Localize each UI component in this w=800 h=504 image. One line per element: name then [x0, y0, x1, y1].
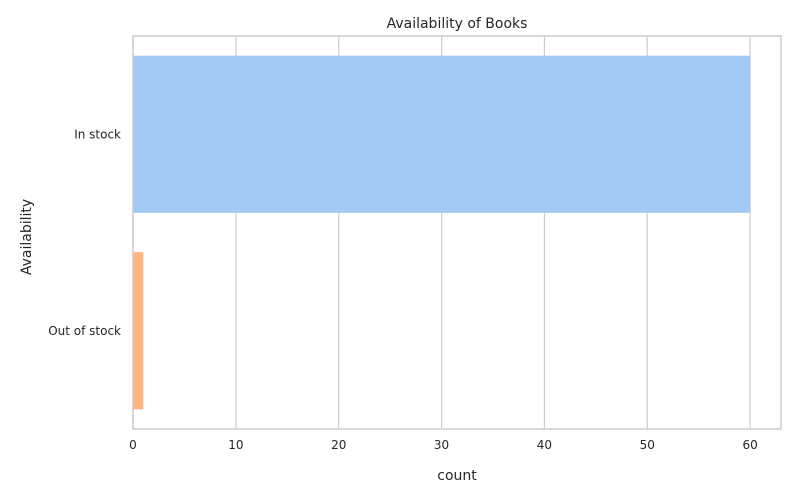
bars [133, 55, 751, 410]
y-tick-labels: In stock Out of stock [48, 127, 121, 338]
y-tick-label: Out of stock [48, 324, 121, 338]
x-axis-label: count [437, 468, 477, 484]
plot-border [132, 35, 782, 430]
x-tick-label: 10 [228, 438, 243, 452]
x-tick-label: 60 [743, 438, 758, 452]
x-tick-label: 0 [129, 438, 137, 452]
bar-in-stock [133, 55, 751, 213]
plot-frame [132, 35, 782, 430]
x-tick-label: 30 [434, 438, 449, 452]
x-tick-label: 40 [537, 438, 552, 452]
x-tick-labels: 0 10 20 30 40 50 60 [129, 438, 758, 452]
chart-title: Availability of Books [387, 16, 528, 32]
y-axis-label: Availability [19, 199, 35, 275]
x-tick-label: 50 [640, 438, 655, 452]
x-tick-label: 20 [331, 438, 346, 452]
y-tick-label: In stock [74, 127, 121, 141]
bar-out-of-stock [133, 252, 144, 410]
